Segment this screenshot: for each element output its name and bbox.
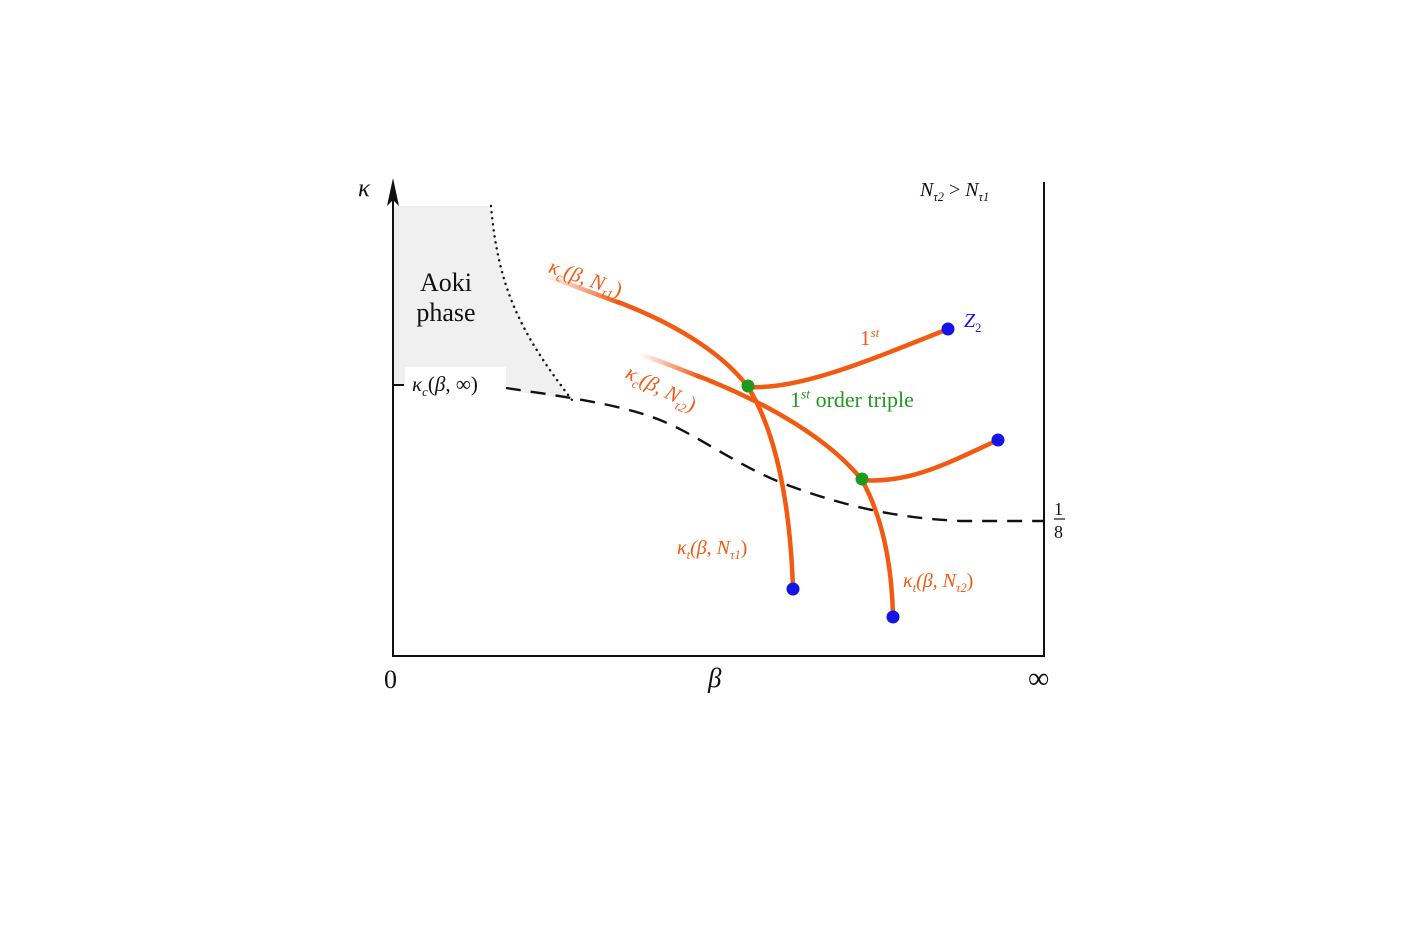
- legend-note: Nτ2 > Nτ1: [920, 179, 989, 203]
- kt1-args: (β, N: [690, 537, 731, 559]
- z2-sub: 2: [975, 321, 982, 335]
- x-axis-min-label: 0: [384, 665, 397, 694]
- kc-n-tau1-fade: [540, 272, 623, 306]
- kt1-arg-sub: τ1: [730, 548, 741, 562]
- kappa-symbol: κ: [412, 372, 423, 396]
- z2-label: Z2: [964, 310, 981, 334]
- kt2-close: ): [966, 570, 974, 592]
- first-order-line-upper: [745, 326, 951, 390]
- aoki-phase-label: Aoki phase: [410, 268, 482, 328]
- y-tick-label-kc-inf: κc(β, ∞): [412, 372, 478, 399]
- y-axis-label: κ: [358, 175, 370, 202]
- aoki-phase-label-line1: Aoki: [420, 268, 472, 297]
- legend-lhs-sub: τ2: [933, 190, 944, 204]
- aoki-phase-region: [393, 206, 572, 400]
- right-tick-denominator: 8: [1054, 522, 1063, 542]
- kt1-sub: t: [686, 548, 691, 562]
- x-axis-label: β: [708, 663, 722, 693]
- triple-text: order triple: [810, 387, 914, 412]
- kt1-close: ): [740, 537, 748, 559]
- triple-base: 1: [790, 387, 801, 412]
- triple-point-lower-marker: [855, 472, 869, 486]
- kt2-prefix: κ: [903, 570, 913, 592]
- subscript-c: c: [422, 384, 428, 400]
- z2-endpoint-lower-marker: [991, 433, 1005, 447]
- first-order-base: 1: [860, 326, 871, 350]
- kt-n-tau1-endpoint-marker: [786, 582, 800, 596]
- triple-sup: st: [801, 386, 811, 402]
- triple-point-upper-marker: [741, 379, 755, 393]
- kt-n-tau1-label: κt(β, Nτ1): [677, 537, 748, 561]
- right-tick-numerator: 1: [1054, 499, 1063, 519]
- kc-n-tau2-fade: [637, 351, 703, 380]
- triple-point-label: 1st order triple: [790, 386, 914, 412]
- kc-n-tau1-curve: [615, 299, 751, 390]
- legend-operator: >: [948, 179, 961, 201]
- legend-n-rhs: N: [965, 179, 979, 201]
- y-axis-arrow-icon: [387, 178, 399, 206]
- y-tick-args: (β, ∞): [427, 372, 478, 396]
- legend-n-lhs: N: [920, 179, 934, 201]
- first-order-line-label: 1st: [860, 325, 880, 350]
- legend-rhs-sub: τ1: [978, 190, 990, 204]
- kt2-arg-sub: τ2: [956, 581, 967, 595]
- kc-infinity-dashed-curve: [505, 386, 1044, 523]
- first-order-sup: st: [870, 325, 880, 340]
- kt-n-tau2-label: κt(β, Nτ2): [903, 570, 974, 594]
- z2-letter: Z: [964, 310, 976, 332]
- kt2-sub: t: [912, 581, 917, 595]
- kt1-prefix: κ: [677, 537, 687, 559]
- x-axis-max-label: ∞: [1028, 662, 1050, 695]
- kt-n-tau2-curve: [859, 477, 896, 620]
- kc-n-tau2-curve: [695, 373, 865, 483]
- kt-n-tau2-endpoint-marker: [886, 610, 900, 624]
- kt2-args: (β, N: [916, 570, 957, 592]
- aoki-phase-label-line2: phase: [416, 298, 476, 327]
- aoki-boundary-dotted: [489, 204, 574, 402]
- first-order-line-lower: [859, 437, 1001, 483]
- z2-endpoint-upper-marker: [941, 322, 955, 336]
